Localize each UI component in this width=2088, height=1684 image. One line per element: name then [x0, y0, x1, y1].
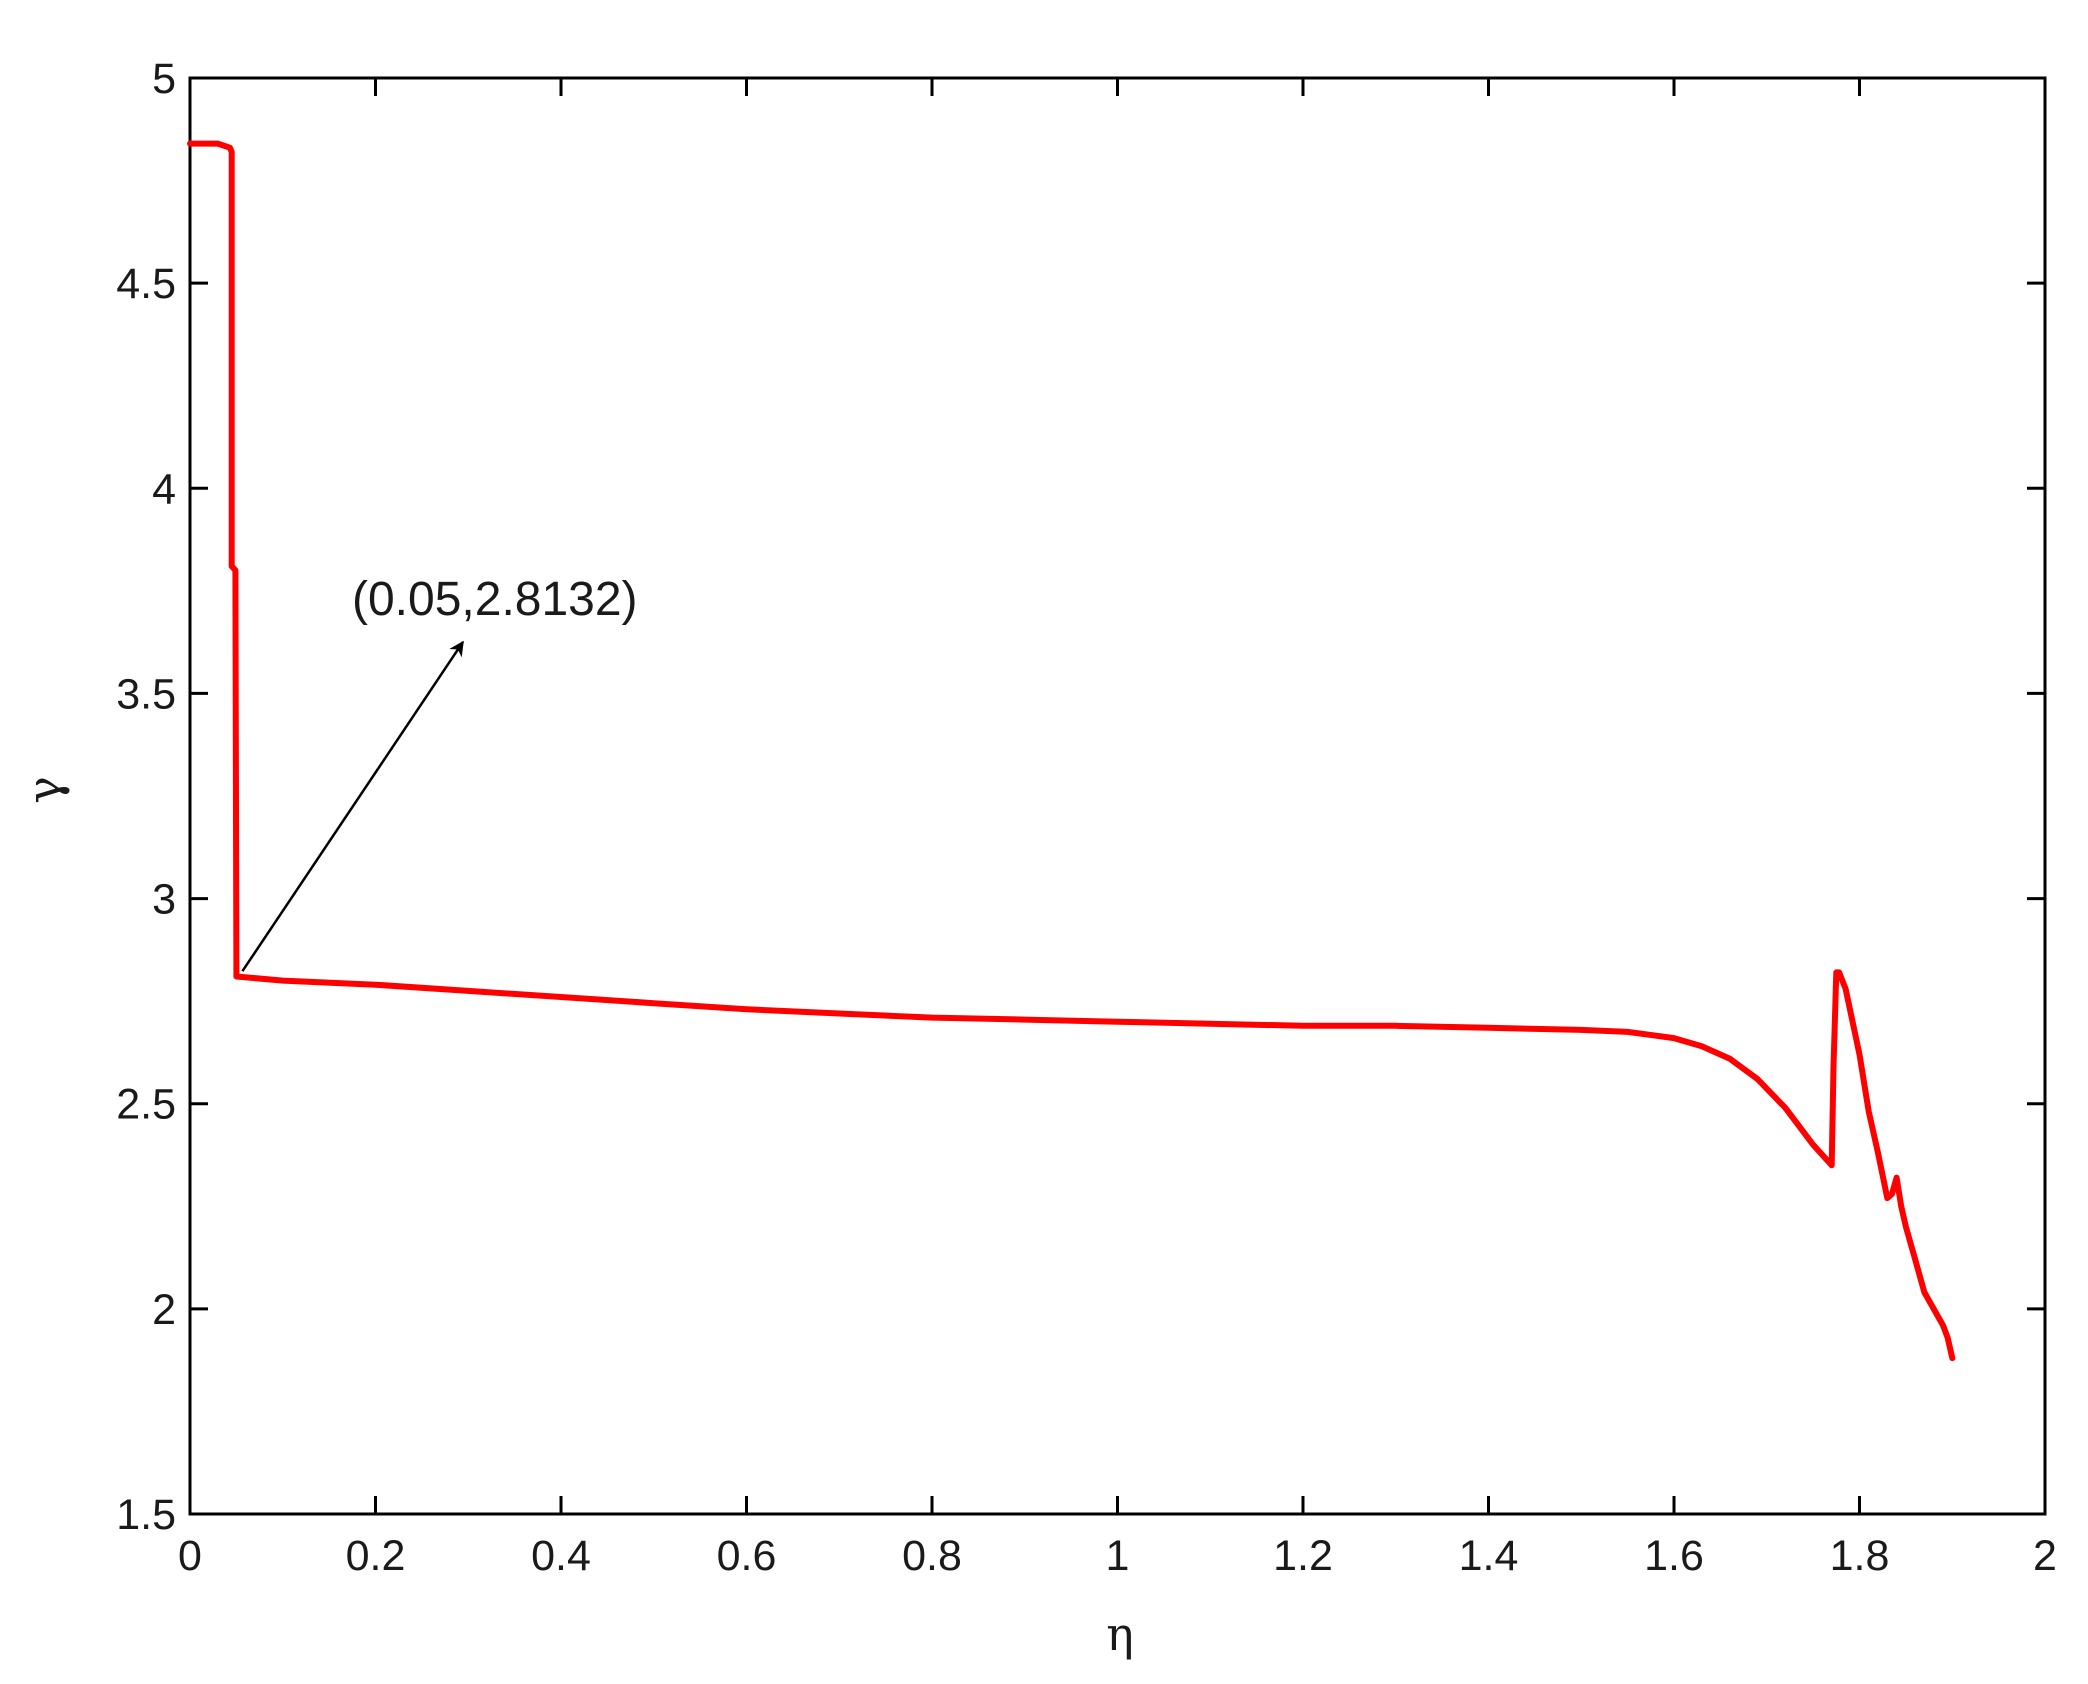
y-axis-label: γ	[17, 776, 71, 804]
x-tick-label: 0.6	[717, 1532, 777, 1580]
y-tick-label: 2	[152, 1286, 176, 1334]
x-tick-label: 0	[178, 1532, 202, 1580]
x-tick-label: 2	[2033, 1532, 2057, 1580]
plot-frame	[188, 76, 2047, 1516]
x-axis-label: η	[1106, 1607, 1134, 1661]
y-tick-label: 4.5	[116, 260, 176, 308]
annotation-label: (0.05,2.8132)	[352, 573, 638, 626]
x-tick-label: 1	[1106, 1532, 1130, 1580]
x-tick-label: 1.2	[1273, 1532, 1333, 1580]
y-tick-label: 2.5	[116, 1081, 176, 1129]
y-tick-label: 3	[152, 876, 176, 924]
x-tick-label: 0.8	[902, 1532, 962, 1580]
y-tick-label: 1.5	[116, 1491, 176, 1539]
annotation-arrow	[241, 640, 465, 972]
y-tick-label: 5	[152, 55, 176, 103]
plot-area: 0 0.2 0.4 0.6 0.8 1 1.2 1.4 1.6 1.8 2 1.5 2 2.5 3 3.5 4 4…	[116, 55, 2057, 1580]
y-tick-label: 4	[152, 465, 176, 513]
y-tick-label: 3.5	[116, 670, 176, 718]
x-tick-label: 0.2	[346, 1532, 406, 1580]
x-tick-label: 0.4	[531, 1532, 591, 1580]
series-line	[187, 140, 1956, 1362]
x-tick-label: 1.4	[1459, 1532, 1519, 1580]
x-tick-label: 1.6	[1644, 1532, 1704, 1580]
x-tick-label: 1.8	[1830, 1532, 1890, 1580]
